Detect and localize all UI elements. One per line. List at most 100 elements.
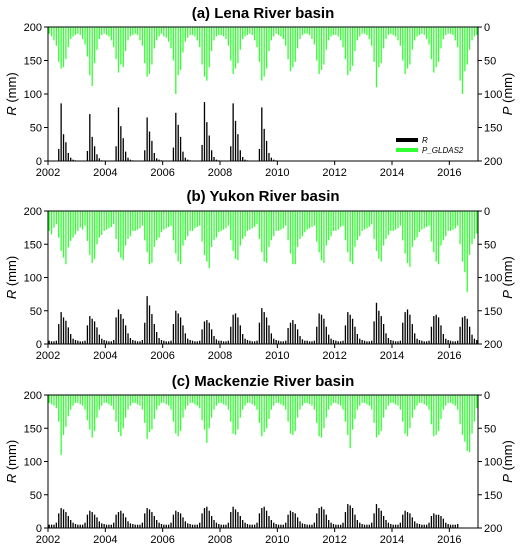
bar — [261, 211, 263, 253]
bar — [253, 341, 256, 344]
bar — [222, 395, 225, 405]
bar — [105, 340, 108, 344]
bar — [55, 211, 58, 225]
bar — [220, 395, 222, 403]
series-p-bars — [48, 395, 478, 455]
bar — [189, 395, 191, 403]
left-tick-label: 50 — [30, 123, 42, 135]
bar — [457, 524, 459, 528]
bar — [402, 211, 404, 241]
bar — [230, 326, 232, 344]
x-tick-label: 2014 — [380, 534, 404, 546]
bar — [454, 395, 456, 406]
bar — [292, 395, 294, 435]
bar — [206, 122, 208, 161]
bar — [392, 395, 394, 403]
bar — [234, 395, 237, 435]
bar — [91, 136, 93, 161]
bar — [368, 395, 370, 406]
bar — [308, 341, 311, 344]
bar — [285, 395, 287, 410]
bar — [144, 322, 146, 344]
bar — [280, 27, 282, 37]
bar — [289, 27, 292, 72]
bar — [409, 513, 411, 528]
bar — [218, 211, 220, 233]
bar — [110, 27, 112, 41]
bar — [53, 211, 55, 228]
bar — [270, 395, 273, 410]
bar — [165, 341, 167, 344]
bar — [210, 150, 213, 161]
bar — [62, 395, 65, 435]
bar — [175, 27, 177, 94]
bar — [306, 211, 308, 230]
bar — [380, 510, 382, 528]
bar — [177, 124, 179, 161]
bar — [58, 148, 60, 161]
bar — [382, 27, 385, 49]
bar — [342, 340, 344, 344]
bar — [215, 339, 218, 344]
bar — [387, 211, 390, 235]
bar — [242, 395, 244, 410]
bar — [313, 211, 316, 226]
bar — [132, 211, 134, 231]
bar — [375, 211, 378, 251]
bar — [299, 27, 301, 40]
bar — [404, 510, 406, 528]
panel-1: (a) Lena River basin 0 50 100 150 200 0 50 100 15… — [4, 5, 515, 179]
x-tick-label: 2010 — [265, 167, 289, 179]
bar — [50, 27, 53, 37]
bar — [306, 524, 308, 528]
bar — [265, 27, 268, 69]
bar — [344, 395, 347, 422]
bar — [454, 27, 456, 41]
bar — [385, 211, 387, 239]
bar — [179, 136, 182, 161]
bar — [148, 211, 151, 265]
bar — [203, 27, 206, 77]
bar — [196, 27, 198, 41]
bar — [72, 522, 74, 528]
bar — [299, 211, 301, 239]
bar — [196, 395, 198, 406]
bar — [430, 395, 433, 425]
bar — [234, 313, 237, 344]
bar — [196, 211, 198, 227]
bar — [440, 325, 442, 344]
bar — [304, 27, 306, 34]
bar — [167, 27, 170, 42]
bar — [399, 522, 402, 528]
bar — [103, 524, 105, 528]
bar — [399, 340, 402, 344]
bar — [213, 211, 215, 241]
bar — [144, 27, 146, 64]
right-axis-var: P — [500, 106, 515, 115]
bar — [191, 395, 194, 403]
bar — [70, 334, 72, 344]
bar — [280, 524, 282, 528]
bar — [359, 395, 361, 406]
bar — [55, 522, 58, 528]
bar — [213, 395, 215, 410]
bar — [218, 340, 220, 344]
bar — [366, 341, 368, 344]
bar — [311, 395, 313, 406]
bar — [452, 27, 454, 36]
bar — [172, 147, 175, 161]
bar — [53, 395, 55, 406]
bar — [127, 333, 129, 344]
right-tick-label: 0 — [484, 22, 490, 34]
bar — [337, 341, 339, 344]
bar — [349, 27, 351, 72]
bar — [466, 211, 468, 293]
bar — [194, 211, 196, 229]
bar — [167, 395, 170, 406]
bar — [77, 340, 79, 344]
bar — [454, 341, 456, 344]
bar — [320, 395, 323, 438]
bar — [184, 395, 187, 410]
bar — [411, 517, 413, 528]
bar — [270, 333, 273, 344]
